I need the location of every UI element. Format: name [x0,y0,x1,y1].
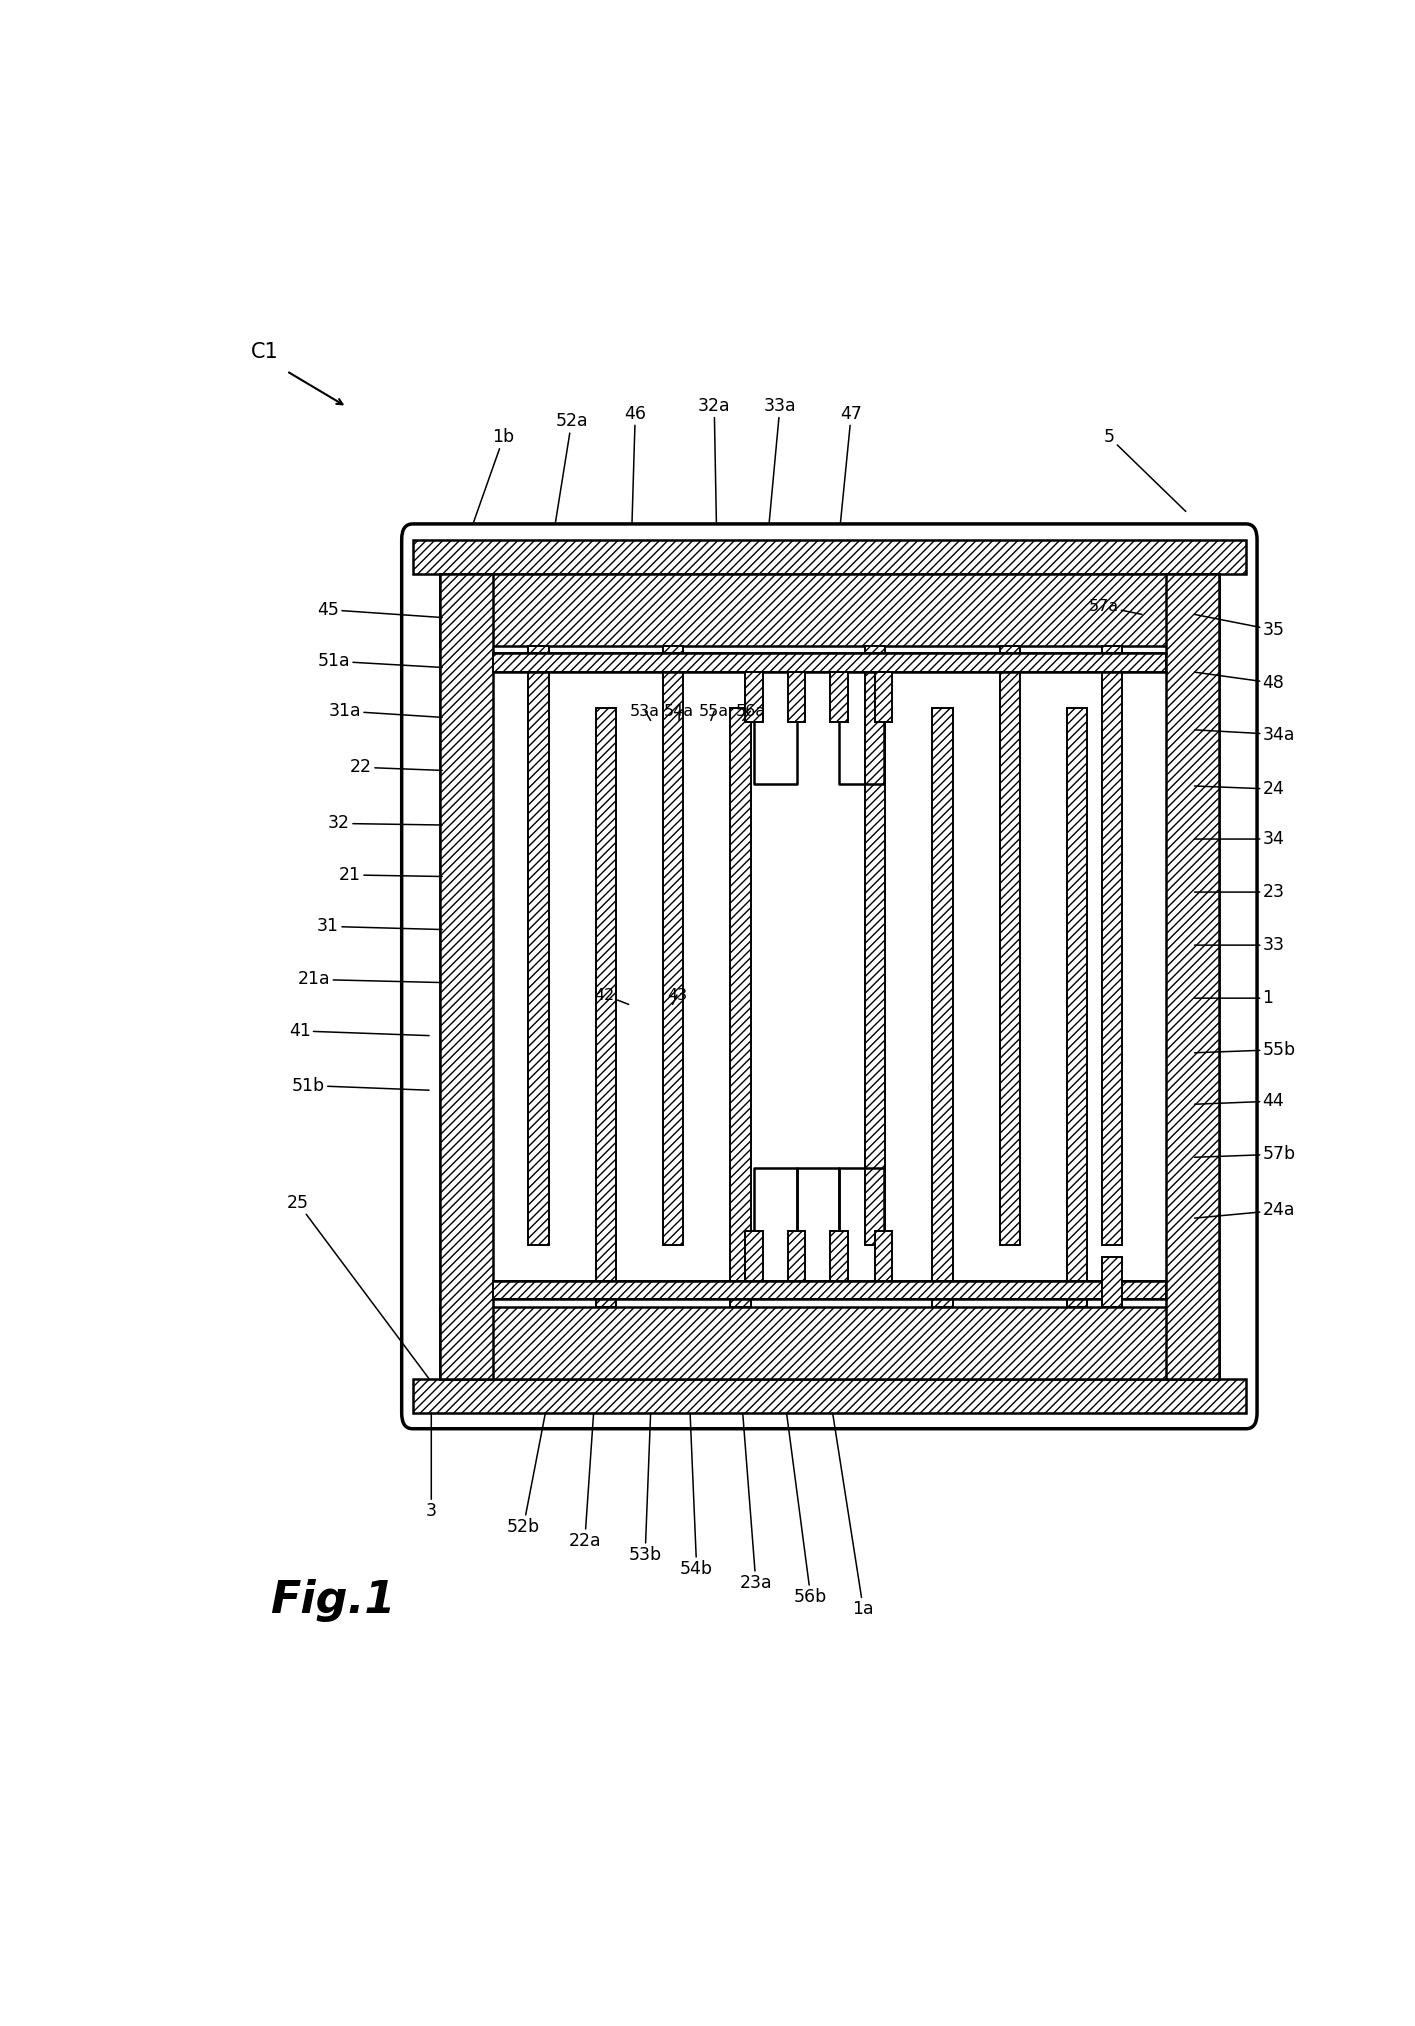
Text: 53b: 53b [628,1414,662,1564]
Text: 34a: 34a [1194,725,1295,744]
Text: 53a: 53a [630,703,661,721]
Text: 1a: 1a [832,1414,874,1619]
Text: 25: 25 [286,1193,429,1380]
Bar [440,573,1218,646]
Bar [492,654,1166,673]
Text: 35: 35 [1194,614,1285,638]
Text: 56b: 56b [787,1414,828,1607]
Text: 44: 44 [1194,1092,1285,1110]
FancyBboxPatch shape [402,525,1257,1428]
Text: 23a: 23a [740,1414,773,1592]
Bar [730,707,750,1307]
Text: 1: 1 [1194,989,1274,1007]
Text: 3: 3 [426,1414,437,1520]
Text: 54a: 54a [664,703,695,721]
Text: 54b: 54b [681,1414,713,1578]
Text: 55b: 55b [1194,1041,1296,1060]
Text: 42: 42 [594,987,628,1005]
Bar [1067,707,1087,1307]
Bar [831,1230,848,1280]
Bar [874,1230,893,1280]
Text: 51b: 51b [291,1076,429,1094]
Bar [1166,573,1218,1380]
Bar [831,673,848,721]
Text: 46: 46 [624,405,647,525]
Text: 22: 22 [350,758,443,776]
Text: 21a: 21a [297,970,443,989]
Text: 23: 23 [1194,883,1285,902]
Text: 33a: 33a [764,397,797,525]
Text: 41: 41 [289,1021,429,1039]
Text: 21: 21 [340,865,443,883]
Bar [999,646,1020,1244]
Bar [788,673,805,721]
Text: 33: 33 [1194,936,1285,954]
Text: 24a: 24a [1194,1201,1295,1220]
Text: C1: C1 [250,342,279,363]
Text: 31a: 31a [328,703,443,719]
Text: 57a: 57a [1088,600,1142,614]
Bar [440,573,1218,1380]
Text: 1b: 1b [473,427,515,525]
Text: 22a: 22a [569,1414,601,1550]
Bar [874,673,893,721]
Text: 34: 34 [1194,831,1285,849]
Bar [865,646,886,1244]
Bar [413,1380,1247,1414]
Text: 5: 5 [1104,427,1186,511]
Text: 45: 45 [317,602,443,618]
Bar [664,646,683,1244]
Text: 52b: 52b [507,1414,545,1536]
Bar [440,1307,1218,1380]
Text: 55a: 55a [699,703,729,721]
Bar [1102,1256,1122,1307]
Bar [596,707,616,1307]
Text: 31: 31 [317,918,443,936]
Bar [788,1230,805,1280]
Bar [932,707,952,1307]
Text: 52a: 52a [555,413,589,525]
Text: Fig.1: Fig.1 [270,1578,395,1623]
Text: 32: 32 [328,814,443,833]
Text: 32a: 32a [698,397,730,525]
Text: 43: 43 [666,987,688,1005]
Bar [413,539,1247,573]
Bar [746,673,763,721]
Bar [746,1230,763,1280]
Text: 48: 48 [1194,673,1285,693]
Text: 57b: 57b [1194,1145,1296,1163]
Text: 51a: 51a [317,652,443,671]
Bar [440,573,492,1380]
Text: 56a: 56a [736,703,766,721]
Text: 24: 24 [1194,780,1285,798]
Bar [528,646,549,1244]
Bar [492,1280,1166,1299]
Bar [1102,646,1122,1244]
Text: 47: 47 [841,405,862,525]
